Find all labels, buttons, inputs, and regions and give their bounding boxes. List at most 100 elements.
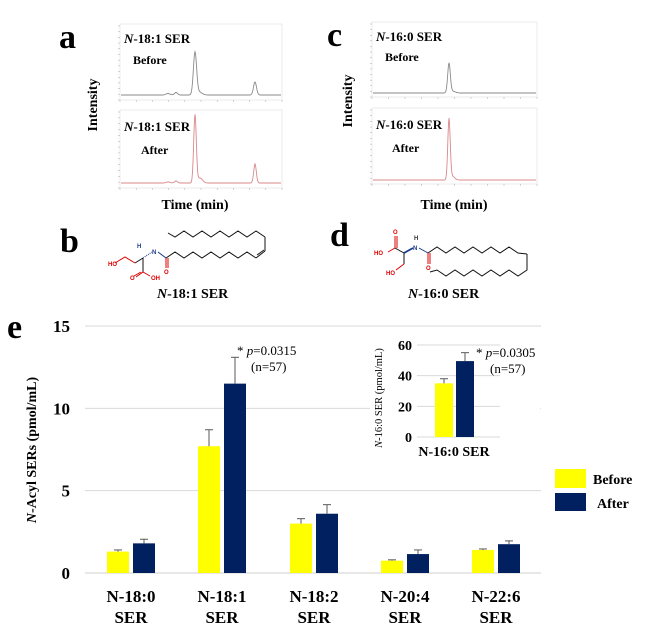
y-tick-label: 5 — [62, 482, 71, 501]
condition-label: After — [392, 141, 420, 155]
inset-y-axis-label: N-16:0 SER (pmol/mL) — [374, 348, 385, 449]
compound-label: N-18:1 SER — [123, 119, 191, 134]
bar-before — [107, 551, 129, 573]
y-tick-label: 20 — [398, 400, 412, 415]
x-tick-label: SER — [297, 608, 331, 627]
compound-label: N-16:0 SER — [375, 117, 443, 132]
p-value-label: * p=0.0315 — [237, 343, 296, 358]
x-tick-label: N-20:4 — [380, 587, 430, 606]
bar-after — [456, 361, 474, 437]
y-axis-label: Intensity — [86, 79, 101, 132]
condition-label: Before — [133, 53, 167, 67]
panel-d: d HO HO O O N H N-16:0 SER — [330, 217, 528, 302]
atom-label: OH — [151, 276, 160, 282]
x-tick-labels: N-18:0 SER N-18:1 SER N-18:2 SER N-20:4 SER N-22… — [106, 587, 520, 627]
x-tick-label: SER — [205, 608, 239, 627]
y-tick-label: 0 — [62, 564, 71, 583]
chromatogram-trace-before — [373, 62, 536, 94]
molecule-structure-n18-1-ser — [114, 230, 266, 278]
atom-label: HO — [108, 262, 117, 268]
bar-before — [198, 446, 220, 573]
atom-label: H — [414, 236, 418, 242]
structure-caption: N-16:0 SER — [407, 287, 480, 302]
x-axis-label: Time (min) — [420, 198, 487, 213]
y-tick-label: 0 — [405, 431, 412, 446]
atom-label: O — [393, 230, 398, 236]
y-tick-label: 15 — [53, 317, 70, 336]
bars — [107, 356, 520, 573]
x-tick-label: N-18:2 — [289, 587, 338, 606]
atom-label: HO — [374, 251, 383, 257]
bar-after — [133, 543, 155, 573]
panel-e: e 0 5 10 15 N-Acyl SERs (pmol/mL) N-18:0 SER… — [7, 309, 632, 627]
significance-annotation: * p=0.0305(n=57) — [476, 345, 535, 376]
bar-before — [435, 383, 453, 437]
legend-swatch-before — [555, 469, 586, 488]
condition-label: Before — [385, 50, 419, 64]
condition-label: After — [141, 143, 169, 157]
axis-ticks — [118, 25, 283, 102]
chromatogram-frame — [371, 21, 538, 98]
bar-after — [316, 513, 338, 573]
panel-letter-d: d — [330, 217, 349, 254]
x-tick-label: SER — [479, 608, 513, 627]
panel-letter-b: b — [60, 223, 79, 260]
chromatogram-trace-after — [121, 114, 281, 184]
chromatogram-frame — [119, 23, 283, 101]
atom-label: N — [152, 250, 156, 256]
atom-label: N — [413, 246, 417, 252]
compound-label: N-18:1 SER — [123, 31, 191, 46]
chromatogram-frame — [119, 109, 283, 189]
x-tick-label: N-18:1 — [197, 587, 246, 606]
y-tick-label: 40 — [398, 370, 412, 385]
compound-label: N-16:0 SER — [375, 29, 443, 44]
legend: Before After — [555, 469, 632, 512]
x-tick-label: N-22:6 — [471, 587, 520, 606]
axis-ticks — [370, 109, 538, 186]
panel-letter-a: a — [59, 19, 76, 56]
chromatogram-trace-before — [121, 50, 281, 96]
atom-label: O — [164, 270, 169, 276]
panel-letter-e: e — [7, 309, 22, 346]
molecule-structure-n16-0-ser — [387, 236, 528, 277]
bar-after — [498, 544, 520, 573]
atom-label: HO — [386, 271, 395, 277]
y-axis-label: Intensity — [341, 75, 356, 128]
panel-c: c Intensity N-16:0 SER Before N-16:0 SER… — [327, 17, 538, 213]
panel-letter-c: c — [327, 17, 342, 54]
structure-caption: N-18:1 SER — [156, 287, 229, 302]
panel-b: b HO OH O O N H N-18:1 SER — [60, 223, 266, 302]
y-tick-labels: 0 20 40 60 — [398, 339, 412, 446]
legend-label-after: After — [597, 497, 629, 512]
bar-after — [224, 383, 246, 573]
inset-background — [370, 330, 540, 460]
legend-swatch-after — [555, 493, 586, 511]
y-tick-labels: 0 5 10 15 — [53, 317, 70, 583]
x-tick-label: N-18:0 — [106, 587, 155, 606]
inset-x-label: N-16:0 SER — [418, 445, 490, 460]
panel-a: a Intensity N-18:1 SER Before N-18:1 SER… — [59, 19, 283, 213]
atom-label: O — [130, 276, 135, 282]
y-axis-label: N-Acyl SERs (pmol/mL) — [25, 377, 40, 525]
bar-before — [472, 549, 494, 573]
x-axis-label: Time (min) — [161, 198, 228, 213]
sample-size-label: (n=57) — [490, 361, 526, 376]
bar-before — [381, 560, 403, 573]
legend-label-before: Before — [593, 473, 632, 488]
chromatogram-trace-after — [373, 118, 536, 181]
atom-label: O — [426, 266, 431, 272]
y-tick-label: 60 — [398, 339, 412, 354]
axis-ticks — [118, 111, 283, 190]
significance-annotation: * p=0.0315(n=57) — [237, 343, 296, 374]
bar-before — [290, 523, 312, 573]
y-tick-label: 10 — [53, 399, 70, 418]
sample-size-label: (n=57) — [251, 359, 287, 374]
p-value-label: * p=0.0305 — [476, 345, 535, 360]
bars — [435, 352, 474, 437]
x-tick-label: SER — [114, 608, 148, 627]
bar-after — [407, 554, 429, 573]
atom-label: H — [137, 244, 141, 250]
chromatogram-frame — [371, 107, 538, 185]
